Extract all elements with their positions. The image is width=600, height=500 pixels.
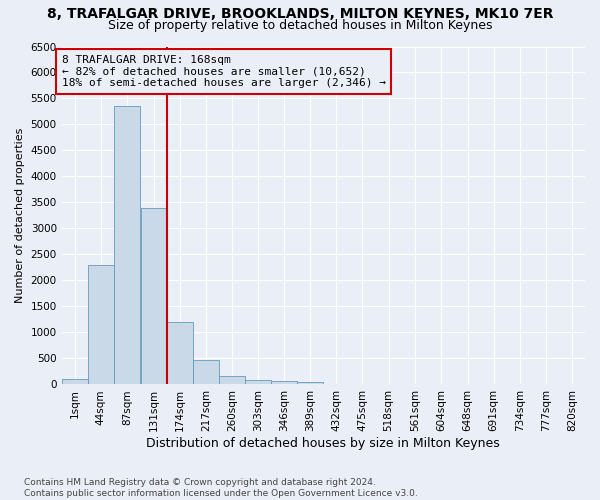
Bar	[219, 376, 245, 384]
Y-axis label: Number of detached properties: Number of detached properties	[15, 128, 25, 303]
Text: 8, TRAFALGAR DRIVE, BROOKLANDS, MILTON KEYNES, MK10 7ER: 8, TRAFALGAR DRIVE, BROOKLANDS, MILTON K…	[47, 8, 553, 22]
Bar	[297, 382, 323, 384]
Bar	[140, 208, 167, 384]
Bar	[193, 360, 219, 384]
Text: Contains HM Land Registry data © Crown copyright and database right 2024.
Contai: Contains HM Land Registry data © Crown c…	[24, 478, 418, 498]
Bar	[271, 382, 297, 384]
Bar	[88, 265, 114, 384]
Bar	[62, 380, 88, 384]
Bar	[167, 322, 193, 384]
Bar	[245, 380, 271, 384]
Text: 8 TRAFALGAR DRIVE: 168sqm
← 82% of detached houses are smaller (10,652)
18% of s: 8 TRAFALGAR DRIVE: 168sqm ← 82% of detac…	[62, 55, 386, 88]
Bar	[114, 106, 140, 384]
X-axis label: Distribution of detached houses by size in Milton Keynes: Distribution of detached houses by size …	[146, 437, 500, 450]
Text: Size of property relative to detached houses in Milton Keynes: Size of property relative to detached ho…	[108, 18, 492, 32]
